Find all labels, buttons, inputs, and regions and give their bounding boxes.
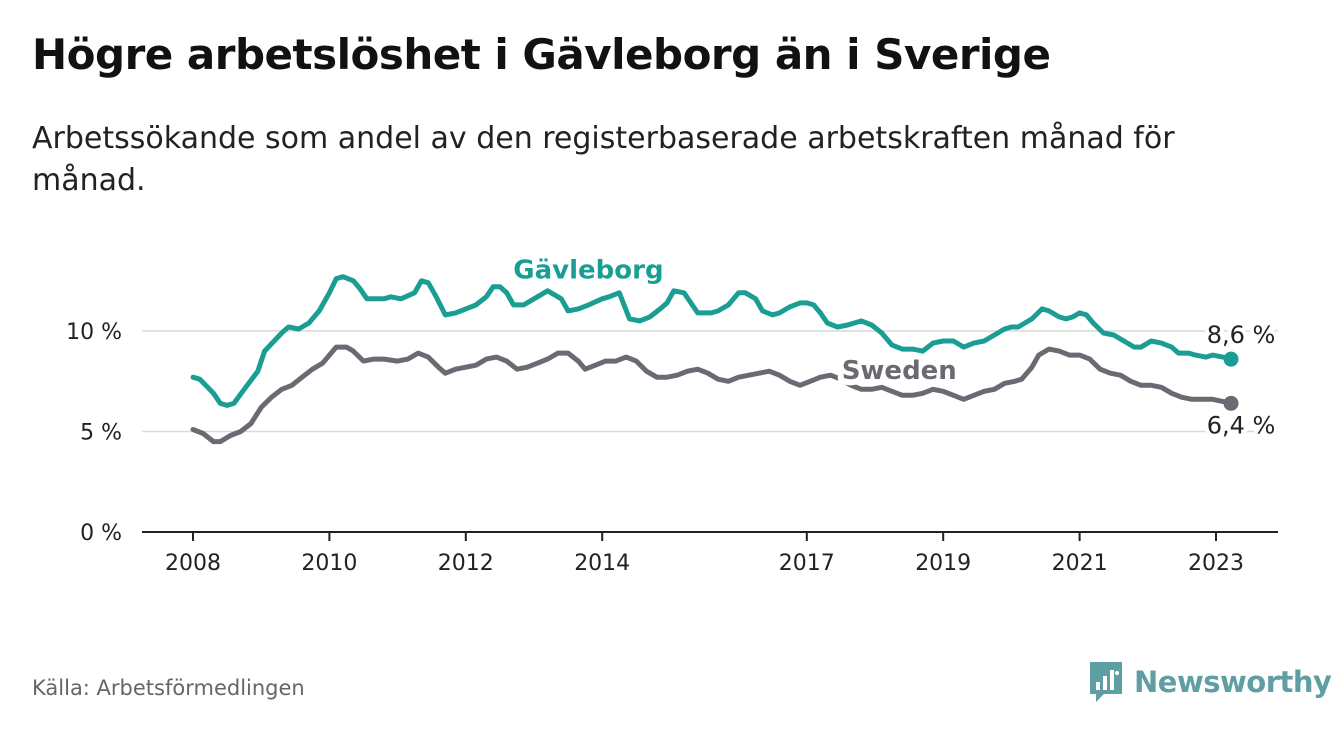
y-tick-label: 5 % xyxy=(80,421,122,446)
end-value-halo: 8,6 % xyxy=(1207,321,1276,349)
x-tick-label: 2019 xyxy=(915,551,971,576)
brand-name: Newsworthy xyxy=(1134,665,1332,699)
x-tick-label: 2023 xyxy=(1188,551,1244,576)
end-value-halo: 6,4 % xyxy=(1207,411,1276,439)
series-name-halo: Gävleborg xyxy=(513,256,663,286)
bar-chart-bubble-icon xyxy=(1090,662,1122,702)
brand-logo: Newsworthy xyxy=(1088,660,1332,704)
series-name-label: Gävleborg xyxy=(513,256,663,286)
grid-lines xyxy=(142,330,1278,433)
chart-title: Högre arbetslöshet i Gävleborg än i Sver… xyxy=(32,30,1051,79)
series-line-0 xyxy=(190,274,1234,408)
x-tick-label: 2014 xyxy=(574,551,630,576)
series-name-halo: Sweden xyxy=(842,356,957,386)
x-tick-label: 2017 xyxy=(779,551,835,576)
end-value-label: 6,4 % xyxy=(1207,411,1276,439)
series-lines xyxy=(190,274,1239,445)
series-end-point xyxy=(1223,351,1239,367)
x-axis: 2008 2010 2012 2014 2017 2019 2021 2023 xyxy=(142,531,1278,576)
series-end-point xyxy=(1223,395,1239,411)
end-value-label: 8,6 % xyxy=(1207,321,1276,349)
chart-subtitle: Arbetssökande som andel av den registerb… xyxy=(32,121,1175,198)
source-note: Källa: Arbetsförmedlingen xyxy=(32,676,305,700)
x-tick-label: 2012 xyxy=(438,551,494,576)
y-tick-label: 10 % xyxy=(66,320,122,345)
series-line-1 xyxy=(190,344,1234,445)
x-tick-label: 2008 xyxy=(165,551,221,576)
y-axis-ticks: 0 % 5 % 10 % xyxy=(66,320,122,546)
y-tick-label: 0 % xyxy=(80,521,122,546)
series-name-label: Sweden xyxy=(842,356,957,386)
x-tick-label: 2021 xyxy=(1052,551,1108,576)
x-tick-label: 2010 xyxy=(301,551,357,576)
